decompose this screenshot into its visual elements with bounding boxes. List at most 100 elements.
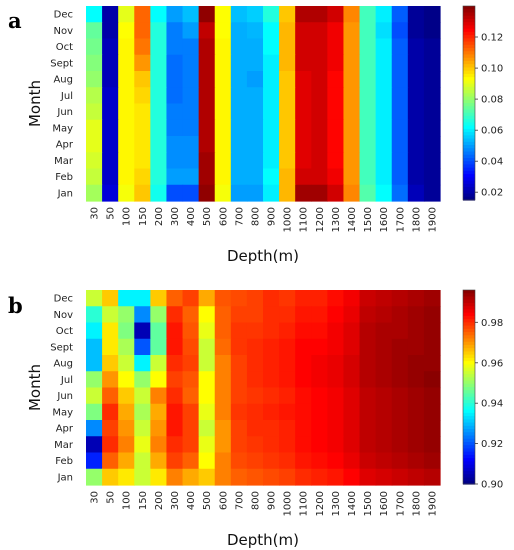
heatmap-cell bbox=[423, 306, 441, 324]
heatmap-cell bbox=[102, 103, 119, 121]
colorbar-segment bbox=[463, 83, 475, 88]
colorbar-segment bbox=[463, 322, 475, 327]
heatmap-cell bbox=[343, 290, 361, 307]
colorbar-segment bbox=[463, 167, 475, 172]
heatmap-cell bbox=[182, 103, 200, 121]
heatmap-cell bbox=[214, 54, 232, 72]
heatmap-cell bbox=[407, 184, 425, 202]
colorbar-segment bbox=[463, 458, 475, 462]
heatmap-cell bbox=[102, 54, 119, 72]
heatmap-cell bbox=[118, 403, 135, 421]
heatmap-cell bbox=[375, 387, 393, 405]
heatmap-cell bbox=[230, 168, 248, 186]
heatmap-cell bbox=[343, 420, 361, 437]
heatmap-cell bbox=[214, 306, 232, 324]
heatmap-cell bbox=[102, 6, 119, 23]
heatmap-cell bbox=[182, 420, 200, 437]
colorbar-tick-label: 0.08 bbox=[481, 95, 503, 106]
heatmap-cell bbox=[375, 420, 393, 437]
heatmap-cell bbox=[359, 6, 377, 23]
colorbar-segment bbox=[463, 290, 475, 294]
heatmap-cell bbox=[423, 54, 441, 72]
colorbar-segment bbox=[463, 196, 475, 201]
heatmap-cell bbox=[423, 436, 441, 454]
heatmap-cell bbox=[150, 54, 168, 72]
heatmap-cell bbox=[375, 436, 393, 454]
heatmap-cell bbox=[214, 322, 232, 340]
heatmap-cell bbox=[311, 119, 328, 137]
heatmap-cell bbox=[198, 103, 216, 121]
heatmap-cell bbox=[407, 6, 425, 23]
heatmap-cell bbox=[118, 420, 135, 437]
heatmap-cell bbox=[343, 22, 361, 40]
heatmap-cell bbox=[391, 452, 409, 470]
colorbar-segment bbox=[463, 344, 475, 349]
colorbar-segment bbox=[463, 12, 475, 17]
heatmap-cell bbox=[407, 136, 425, 153]
heatmap-cell bbox=[359, 420, 377, 437]
heatmap-cell bbox=[198, 119, 216, 137]
heatmap-cell bbox=[391, 322, 409, 340]
heatmap-cell bbox=[391, 184, 409, 202]
heatmap-cell bbox=[311, 452, 328, 470]
x-tick-label: 150 bbox=[138, 207, 149, 226]
heatmap-cell bbox=[86, 54, 103, 72]
x-tick-label: 1000 bbox=[283, 207, 294, 232]
heatmap-cell bbox=[102, 322, 119, 340]
heatmap-cell bbox=[102, 38, 119, 56]
heatmap-cell bbox=[134, 71, 151, 88]
heatmap-cell bbox=[102, 338, 119, 356]
x-tick-label: 30 bbox=[90, 207, 101, 220]
x-tick-label: 700 bbox=[234, 207, 245, 226]
colorbar-segment bbox=[463, 312, 475, 317]
colorbar-segment bbox=[463, 54, 475, 59]
heatmap-cell bbox=[295, 322, 312, 340]
heatmap-cell bbox=[182, 355, 200, 372]
x-tick-label: 800 bbox=[251, 207, 262, 226]
heatmap-cell bbox=[327, 136, 345, 153]
heatmap-cell bbox=[263, 338, 280, 356]
heatmap-cell bbox=[423, 355, 441, 372]
heatmap-cell bbox=[375, 6, 393, 23]
heatmap-cell bbox=[263, 420, 280, 437]
heatmap-cell bbox=[263, 436, 280, 454]
heatmap-cell bbox=[343, 54, 361, 72]
colorbar-segment bbox=[463, 96, 475, 101]
heatmap-cell bbox=[86, 152, 103, 170]
colorbar-segment bbox=[463, 148, 475, 153]
heatmap-cell bbox=[150, 306, 168, 324]
heatmap-cell bbox=[102, 87, 119, 105]
heatmap-cell bbox=[343, 338, 361, 356]
colorbar-segment bbox=[463, 60, 475, 65]
x-tick-label: 1300 bbox=[331, 207, 342, 232]
colorbar-segment bbox=[463, 383, 475, 388]
heatmap-cell bbox=[166, 436, 184, 454]
heatmap-cell bbox=[102, 184, 119, 202]
heatmap-cell bbox=[150, 6, 168, 23]
heatmap-cell bbox=[246, 306, 264, 324]
heatmap-cell bbox=[134, 403, 151, 421]
heatmap-cell bbox=[86, 322, 103, 340]
heatmap-cell bbox=[230, 136, 248, 153]
heatmap-cell bbox=[102, 306, 119, 324]
heatmap-cell bbox=[311, 355, 328, 372]
heatmap-cell bbox=[230, 436, 248, 454]
heatmap-cell bbox=[182, 468, 200, 486]
colorbar-segment bbox=[463, 461, 475, 466]
heatmap-cell bbox=[214, 452, 232, 470]
heatmap-cell bbox=[375, 355, 393, 372]
heatmap-cell bbox=[214, 184, 232, 202]
heatmap-cell bbox=[343, 87, 361, 105]
heatmap-cell bbox=[230, 306, 248, 324]
heatmap-cell bbox=[311, 306, 328, 324]
heatmap-cell bbox=[343, 355, 361, 372]
heatmap-cell bbox=[230, 119, 248, 137]
heatmap-cell bbox=[327, 468, 345, 486]
heatmap-cell bbox=[263, 403, 280, 421]
heatmap-cell bbox=[311, 322, 328, 340]
heatmap-cell bbox=[86, 87, 103, 105]
heatmap-cell bbox=[295, 184, 312, 202]
heatmap-cell bbox=[375, 168, 393, 186]
heatmap-cell bbox=[102, 436, 119, 454]
colorbar-segment bbox=[463, 412, 475, 417]
